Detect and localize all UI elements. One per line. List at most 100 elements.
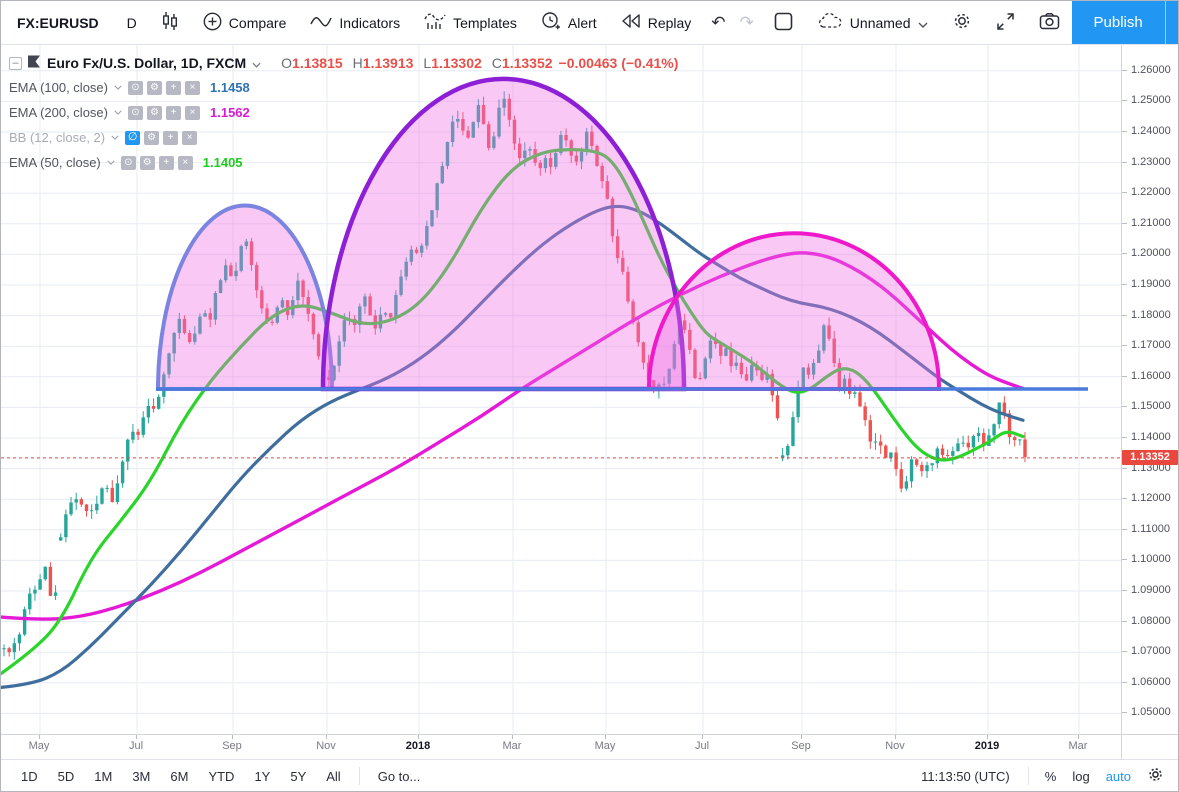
eye-icon[interactable]: ⊙ xyxy=(128,80,143,95)
range-buttons-group: 1D 5D 1M 3M 6M YTD 1Y 5Y All xyxy=(11,766,351,787)
interval-button[interactable]: D xyxy=(115,1,149,44)
legend-indicator-rows: EMA (100, close) ⊙ ⚙ + × 1.1458 EMA (200, clos… xyxy=(9,75,678,175)
add-icon[interactable]: + xyxy=(158,155,174,170)
indicator-label[interactable]: EMA (100, close) xyxy=(9,80,108,95)
auto-scale-button[interactable]: auto xyxy=(1105,768,1131,784)
close-icon[interactable]: × xyxy=(185,80,200,95)
range-button-6m[interactable]: 6M xyxy=(170,768,189,784)
range-button-1y[interactable]: 1Y xyxy=(254,768,271,784)
time-axis-tick xyxy=(232,735,233,739)
clock-button[interactable]: 11:13:50 (UTC) xyxy=(921,768,1010,784)
legend-collapse-button[interactable]: – xyxy=(9,56,22,70)
fullscreen-button[interactable] xyxy=(984,1,1027,44)
price-axis-label: 1.06000 xyxy=(1122,675,1171,688)
indicator-label[interactable]: BB (12, close, 2) xyxy=(9,130,106,145)
close-icon[interactable]: × xyxy=(185,105,200,120)
eye-off-icon[interactable]: ∅ xyxy=(125,130,141,145)
time-axis-tick xyxy=(512,735,513,739)
price-axis-label: 1.05000 xyxy=(1122,706,1171,719)
compare-label: Compare xyxy=(228,14,287,31)
settings-icon[interactable]: ⚙ xyxy=(139,155,155,170)
publish-idea-play-button[interactable] xyxy=(1164,1,1178,44)
indicators-button[interactable]: Indicators xyxy=(298,1,412,44)
gear-icon xyxy=(1147,766,1164,786)
time-axis-tick xyxy=(39,735,40,739)
time-axis-label: Mar xyxy=(502,740,522,752)
chevron-down-icon xyxy=(114,110,122,115)
price-axis-label: 1.18000 xyxy=(1122,308,1171,321)
overlay-ema-50[interactable] xyxy=(1,147,1025,676)
chart-area[interactable]: – Euro Fx/U.S. Dollar, 1D, FXCM O1.13815… xyxy=(1,45,1121,734)
chart-settings-button[interactable] xyxy=(940,1,984,44)
indicator-label[interactable]: EMA (50, close) xyxy=(9,155,101,170)
arc-left-shoulder[interactable] xyxy=(155,203,335,392)
add-icon[interactable]: + xyxy=(163,130,179,145)
settings-icon[interactable]: ⚙ xyxy=(144,130,160,145)
templates-button[interactable]: Templates xyxy=(412,1,529,44)
publish-button[interactable]: Publish xyxy=(1072,1,1165,44)
eye-icon[interactable]: ⊙ xyxy=(120,155,136,170)
close-icon[interactable]: × xyxy=(177,155,193,170)
add-icon[interactable]: + xyxy=(166,80,181,95)
range-button-5y[interactable]: 5Y xyxy=(290,768,307,784)
range-button-1d[interactable]: 1D xyxy=(21,768,38,784)
close-icon[interactable]: × xyxy=(182,130,198,145)
time-axis-label: Sep xyxy=(791,740,811,752)
price-axis-label: 1.14000 xyxy=(1122,431,1171,443)
settings-icon[interactable]: ⚙ xyxy=(147,105,162,120)
publish-label: Publish xyxy=(1093,14,1143,31)
snapshot-button[interactable] xyxy=(1027,1,1072,44)
add-icon[interactable]: + xyxy=(166,105,181,120)
time-axis-label: Nov xyxy=(316,740,336,752)
time-axis-tick xyxy=(418,735,419,739)
replay-button[interactable]: Replay xyxy=(609,1,704,44)
layout-select-button[interactable] xyxy=(762,1,805,44)
time-axis-tick xyxy=(605,735,606,739)
settings-icon[interactable]: ⚙ xyxy=(147,80,162,95)
axis-settings-button[interactable] xyxy=(1139,766,1168,786)
chevron-down-icon xyxy=(252,56,261,71)
range-button-all[interactable]: All xyxy=(326,768,341,784)
legend-change-value: −0.00463 (−0.41%) xyxy=(558,55,679,71)
chart-legend: – Euro Fx/U.S. Dollar, 1D, FXCM O1.13815… xyxy=(9,51,678,175)
range-button-1m[interactable]: 1M xyxy=(94,768,113,784)
symbol-button[interactable]: FX:EURUSD xyxy=(1,1,115,44)
compare-plus-icon xyxy=(203,12,222,34)
chart-row: – Euro Fx/U.S. Dollar, 1D, FXCM O1.13815… xyxy=(1,45,1178,734)
price-axis-label: 1.07000 xyxy=(1122,645,1171,658)
price-axis-label: 1.12000 xyxy=(1122,492,1171,505)
alert-clock-icon xyxy=(541,11,561,34)
time-axis[interactable]: May Jul Sep Nov 2018 Mar May Jul Sep Nov 2019 Mar xyxy=(1,734,1178,759)
arc-head[interactable] xyxy=(320,76,687,392)
overlay-ema-100[interactable] xyxy=(1,204,1025,689)
time-axis-label: Sep xyxy=(222,740,242,752)
log-scale-button[interactable]: log xyxy=(1072,768,1090,784)
gear-icon xyxy=(952,11,972,34)
legend-symbol-title[interactable]: Euro Fx/U.S. Dollar, 1D, FXCM xyxy=(47,55,247,71)
chart-canvas[interactable] xyxy=(1,45,1121,734)
layout-square-icon xyxy=(774,12,793,34)
redo-button[interactable]: ↷ xyxy=(739,12,754,32)
percent-scale-button[interactable]: % xyxy=(1044,768,1057,784)
candles xyxy=(2,91,1027,660)
undo-button[interactable]: ↶ xyxy=(711,12,726,32)
alert-button[interactable]: Alert xyxy=(529,1,609,44)
symbol-label: FX:EURUSD xyxy=(17,14,99,31)
time-axis-tick xyxy=(1078,735,1079,739)
compare-button[interactable]: Compare xyxy=(191,1,299,44)
price-axis[interactable]: 1.26000 1.25000 1.24000 1.23000 1.22000 1.210… xyxy=(1121,45,1178,734)
goto-button[interactable]: Go to... xyxy=(377,768,421,784)
eye-icon[interactable]: ⊙ xyxy=(128,105,143,120)
chart-style-button[interactable] xyxy=(149,1,191,44)
range-button-5d[interactable]: 5D xyxy=(57,768,75,784)
save-layout-button[interactable]: Unnamed xyxy=(805,1,940,44)
overlay-ema-200[interactable] xyxy=(1,251,1025,621)
range-button-ytd[interactable]: YTD xyxy=(208,768,235,784)
range-button-3m[interactable]: 3M xyxy=(132,768,151,784)
indicator-label[interactable]: EMA (200, close) xyxy=(9,105,108,120)
arc-right-shoulder[interactable] xyxy=(646,231,942,392)
chevron-down-icon xyxy=(107,160,115,165)
price-axis-label: 1.21000 xyxy=(1122,216,1171,229)
chevron-down-icon xyxy=(111,135,119,140)
time-axis-label: Nov xyxy=(885,740,905,752)
